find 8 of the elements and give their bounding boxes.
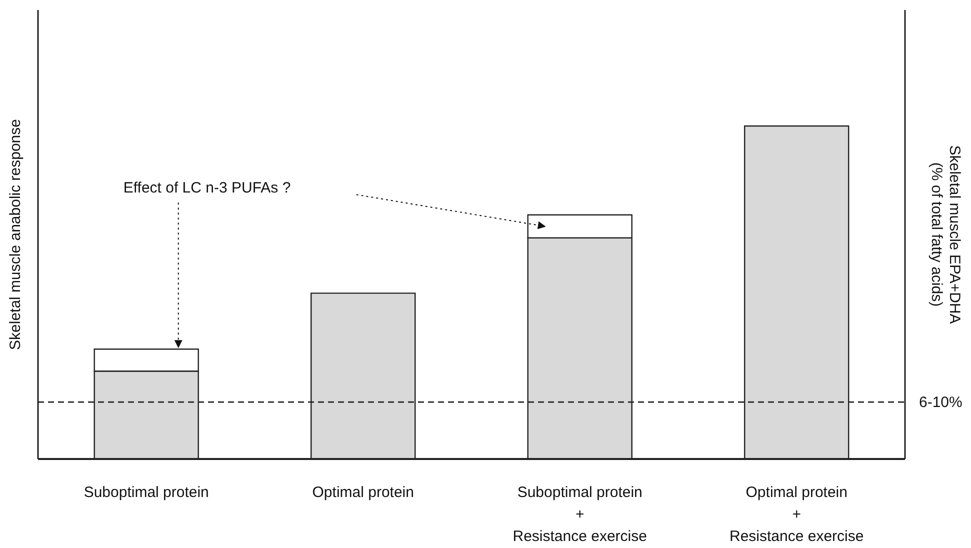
text: 6-10%	[919, 394, 962, 412]
annotation: Effect of LC n-3 PUFAs ?	[123, 180, 291, 197]
x-tick-label: Optimal protein	[312, 484, 414, 501]
y-axis-title: Skeletal muscle anabolic response	[7, 119, 24, 350]
x-tick-label: Suboptimal protein + Resistance exercise	[512, 484, 647, 545]
y2-axis-title: Skeletal muscle EPA+DHA (% of total fatty acids)	[928, 145, 963, 324]
x-tick-label: Suboptimal protein	[84, 484, 209, 501]
x-tick-label: Optimal protein + Resistance exercise	[730, 484, 864, 545]
